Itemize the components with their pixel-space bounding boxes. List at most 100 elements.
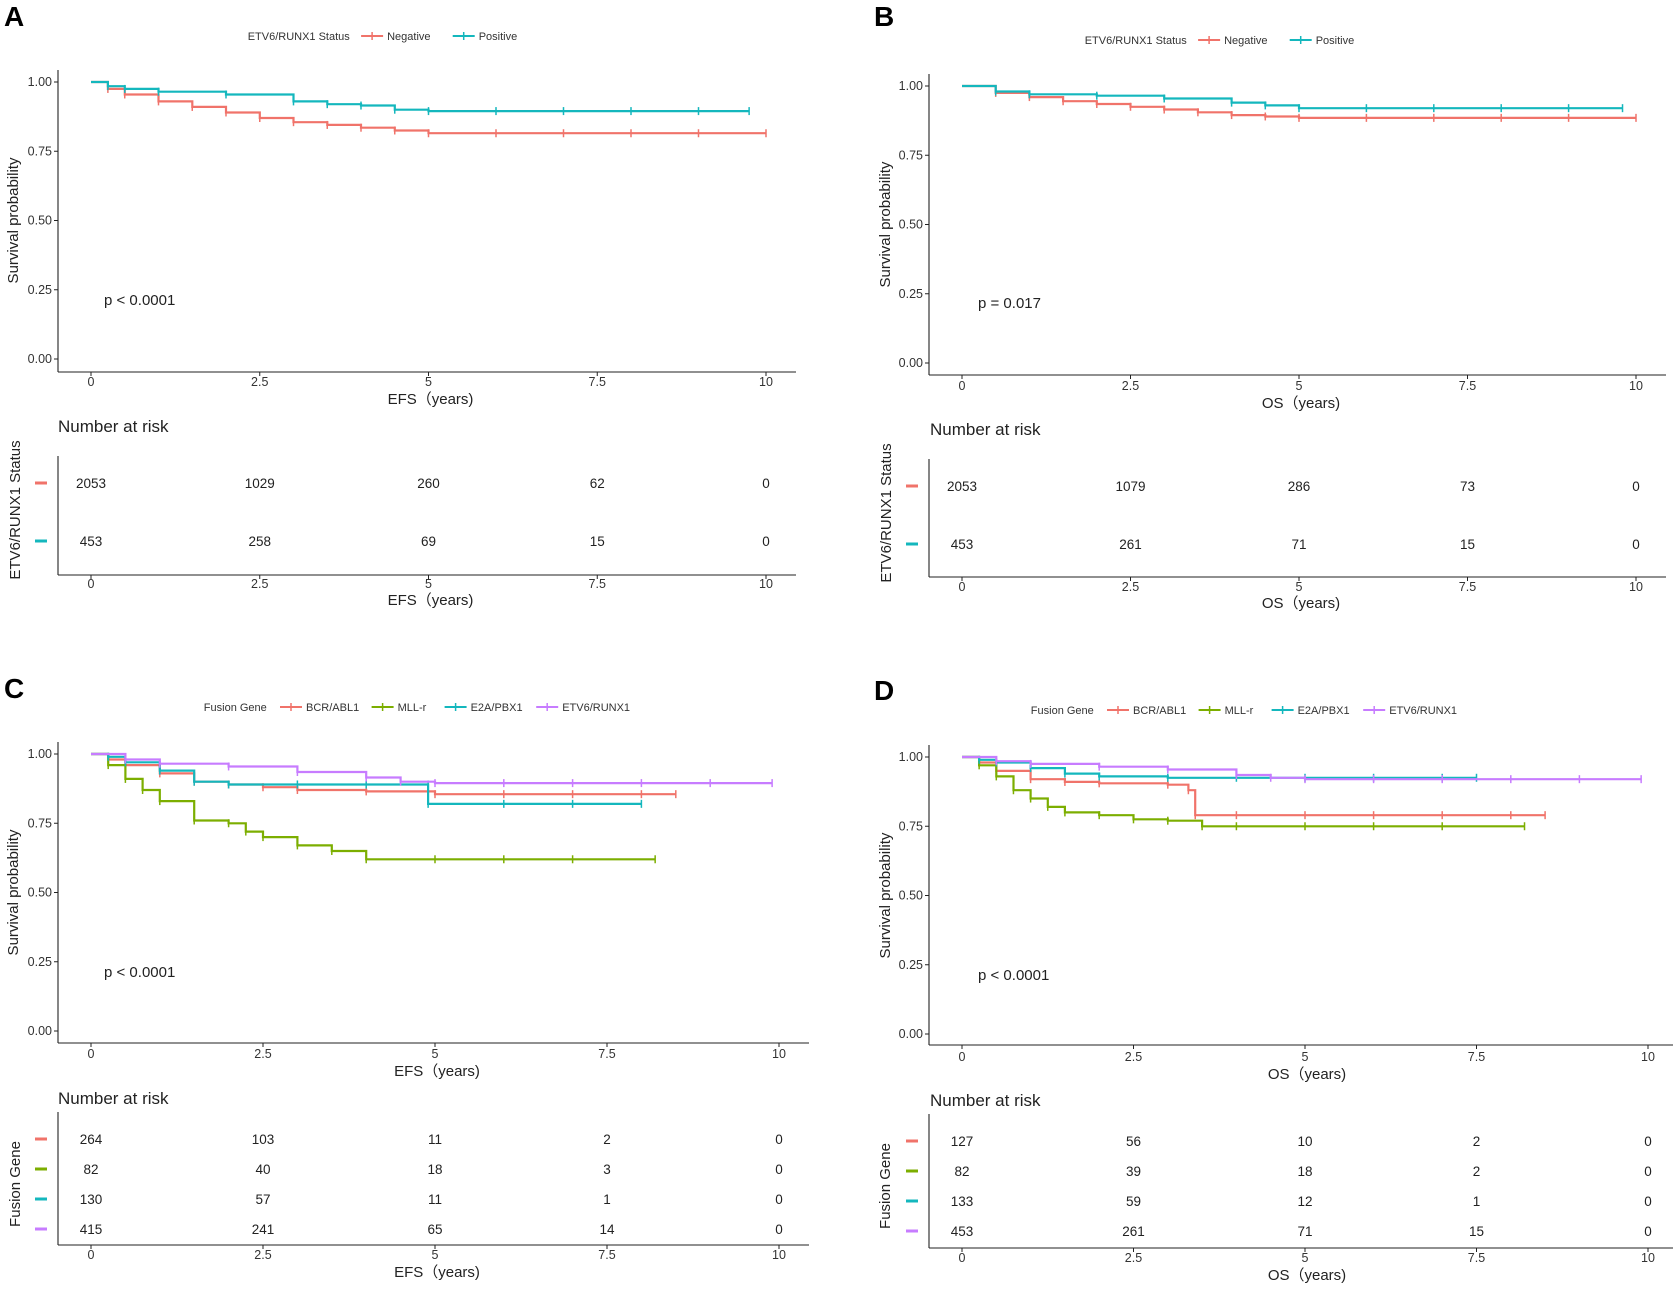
legend-item: MLL-r <box>1198 705 1254 717</box>
y-tick-label: 0.00 <box>899 356 923 370</box>
legend-label: ETV6/RUNX1 <box>1389 705 1457 717</box>
legend-label: BCR/ABL1 <box>306 702 359 714</box>
risk-count: 133 <box>951 1194 974 1209</box>
series-mll-r <box>91 752 656 864</box>
legend-label: Negative <box>387 31 430 43</box>
risk-count: 82 <box>954 1164 969 1179</box>
risk-x-tick-label: 5 <box>432 1248 439 1262</box>
risk-row: 2053 1079 286 73 0 <box>906 479 1640 494</box>
panel-letter: D <box>874 675 894 706</box>
series-bcr-abl1 <box>91 752 677 799</box>
risk-count: 18 <box>1297 1164 1312 1179</box>
survival-curve <box>962 755 1525 828</box>
panel-D: D Fusion Gene BCR/ABL1 MLL-r E2A/PBX1 ETV6/RU… <box>874 675 1673 1284</box>
risk-row: 133 59 12 1 0 <box>906 1194 1652 1209</box>
risk-count: 0 <box>775 1132 783 1147</box>
y-axis-title: Survival probability <box>877 161 894 287</box>
panel-C: C Fusion Gene BCR/ABL1 MLL-r E2A/PBX1 ETV6/RU… <box>4 673 809 1281</box>
survival-curve <box>91 752 642 805</box>
legend-item: MLL-r <box>371 702 427 714</box>
risk-count: 59 <box>1126 1194 1141 1209</box>
risk-x-axis-title: EFS（years) <box>394 1264 480 1281</box>
x-tick-label: 2.5 <box>1125 1050 1142 1064</box>
risk-x-tick-label: 7.5 <box>1468 1251 1485 1265</box>
risk-count: 0 <box>1644 1194 1652 1209</box>
risk-count: 0 <box>1644 1134 1652 1149</box>
panel-A: A ETV6/RUNX1 Status Negative Positive 0.00 0.… <box>4 1 796 609</box>
risk-x-tick-label: 2.5 <box>251 577 268 591</box>
risk-table-title: Number at risk <box>58 417 169 436</box>
risk-count: 2 <box>603 1132 611 1147</box>
risk-table-title: Number at risk <box>930 420 1041 439</box>
risk-count: 15 <box>590 534 605 549</box>
risk-count: 10 <box>1297 1134 1312 1149</box>
risk-count: 11 <box>428 1132 442 1147</box>
risk-x-axis-title: OS（years) <box>1262 595 1340 612</box>
y-tick-label: 0.75 <box>28 144 52 158</box>
risk-count: 453 <box>80 534 103 549</box>
legend-item: Positive <box>452 31 517 43</box>
y-tick-label: 0.75 <box>28 816 52 830</box>
x-tick-label: 2.5 <box>1122 379 1139 393</box>
risk-x-axis-title: OS（years) <box>1268 1267 1346 1284</box>
risk-y-axis-title: ETV6/RUNX1 Status <box>878 443 895 582</box>
risk-x-tick-label: 10 <box>772 1248 786 1262</box>
risk-count: 69 <box>421 534 436 549</box>
risk-y-axis-title: Fusion Gene <box>7 1141 24 1227</box>
x-tick-label: 2.5 <box>251 375 268 389</box>
risk-count: 2 <box>1473 1164 1481 1179</box>
y-tick-label: 1.00 <box>899 79 923 93</box>
risk-count: 415 <box>80 1222 103 1237</box>
x-axis-title: EFS（years) <box>394 1063 480 1080</box>
panel-letter: A <box>4 1 24 32</box>
y-tick-label: 0.25 <box>28 283 52 297</box>
risk-count: 130 <box>80 1192 103 1207</box>
x-tick-label: 7.5 <box>589 375 606 389</box>
survival-curve <box>962 84 1636 119</box>
risk-count: 3 <box>603 1162 611 1177</box>
legend-label: Negative <box>1224 35 1267 47</box>
risk-row: 82 40 18 3 0 <box>35 1162 783 1177</box>
risk-count: 0 <box>1644 1224 1652 1239</box>
risk-count: 1 <box>603 1192 611 1207</box>
risk-count: 73 <box>1460 479 1475 494</box>
x-tick-label: 10 <box>772 1047 786 1061</box>
risk-count: 0 <box>775 1222 783 1237</box>
risk-count: 261 <box>1119 537 1142 552</box>
risk-count: 453 <box>951 537 974 552</box>
y-tick-label: 0.00 <box>899 1027 923 1041</box>
legend: Fusion Gene BCR/ABL1 MLL-r E2A/PBX1 ETV6/RUN… <box>204 702 630 714</box>
y-tick-label: 0.75 <box>899 819 923 833</box>
y-axis-title: Survival probability <box>877 832 894 958</box>
risk-count: 71 <box>1297 1224 1312 1239</box>
legend-item: BCR/ABL1 <box>1107 705 1186 717</box>
y-tick-label: 0.25 <box>28 955 52 969</box>
legend-item: ETV6/RUNX1 <box>1363 705 1457 717</box>
risk-count: 103 <box>252 1132 275 1147</box>
risk-x-tick-label: 10 <box>1641 1251 1655 1265</box>
risk-x-tick-label: 10 <box>1629 580 1643 594</box>
risk-x-tick-label: 5 <box>425 577 432 591</box>
legend: ETV6/RUNX1 Status Negative Positive <box>248 31 518 43</box>
risk-x-tick-label: 2.5 <box>254 1248 271 1262</box>
risk-count: 0 <box>762 476 770 491</box>
series-positive <box>962 84 1624 113</box>
risk-row: 453 261 71 15 0 <box>906 1224 1652 1239</box>
risk-count: 15 <box>1460 537 1475 552</box>
risk-table-title: Number at risk <box>930 1091 1041 1110</box>
risk-count: 0 <box>1644 1164 1652 1179</box>
series-etv6-runx1 <box>91 752 773 788</box>
p-value: p < 0.0001 <box>104 292 175 309</box>
y-tick-label: 0.50 <box>28 214 52 228</box>
risk-x-tick-label: 5 <box>1302 1251 1309 1265</box>
risk-count: 65 <box>427 1222 442 1237</box>
legend: Fusion Gene BCR/ABL1 MLL-r E2A/PBX1 ETV6/RUN… <box>1031 705 1457 717</box>
risk-count: 18 <box>427 1162 442 1177</box>
p-value: p = 0.017 <box>978 295 1041 312</box>
risk-count: 127 <box>951 1134 974 1149</box>
x-tick-label: 7.5 <box>1468 1050 1485 1064</box>
risk-count: 2053 <box>76 476 106 491</box>
risk-count: 0 <box>775 1192 783 1207</box>
